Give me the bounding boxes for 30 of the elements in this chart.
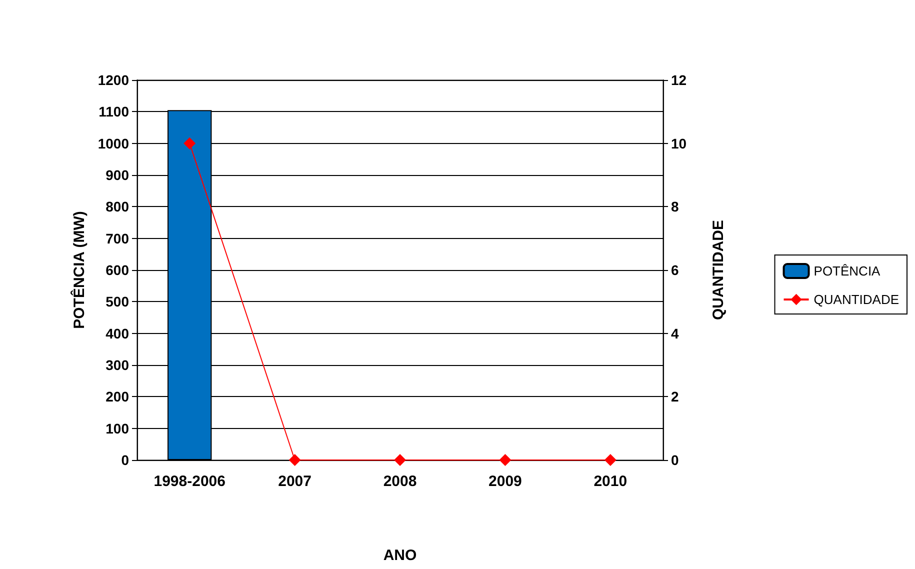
y2-tick-label: 4 [671, 325, 679, 342]
x-axis-title: ANO [383, 547, 417, 564]
y2-tick-label: 2 [671, 388, 679, 405]
legend-label: POTÊNCIA [814, 264, 881, 278]
y-tick-label: 400 [106, 325, 130, 342]
x-tick-label: 1998-2006 [154, 473, 226, 490]
y2-axis-title: QUANTIDADE [710, 220, 727, 320]
y-tick-label: 200 [106, 388, 130, 405]
y2-tick-label: 8 [671, 198, 679, 215]
x-tick-label: 2010 [594, 473, 628, 490]
y-tick-label: 1200 [98, 72, 130, 88]
x-tick-label: 2007 [278, 473, 312, 490]
x-tick-label: 2008 [383, 473, 417, 490]
y-tick-label: 100 [106, 420, 130, 436]
y-tick-label: 1100 [98, 104, 130, 120]
y2-tick-label: 0 [671, 452, 679, 468]
y-tick-label: 0 [121, 452, 130, 468]
y-tick-label: 700 [106, 230, 130, 246]
y-tick-label: 1000 [98, 135, 130, 152]
y2-tick-label: 6 [671, 262, 679, 278]
x-tick-label: 2009 [488, 473, 522, 490]
y-tick-label: 500 [106, 294, 130, 310]
legend-label: QUANTIDADE [814, 292, 900, 307]
y2-tick-label: 10 [671, 135, 687, 152]
y2-tick-label: 12 [671, 72, 687, 88]
y-tick-label: 300 [106, 357, 130, 373]
y-tick-label: 900 [106, 167, 130, 183]
y-tick-label: 600 [106, 262, 130, 278]
y-tick-label: 800 [106, 198, 130, 215]
y-axis-title: POTÊNCIA (MW) [70, 211, 88, 329]
